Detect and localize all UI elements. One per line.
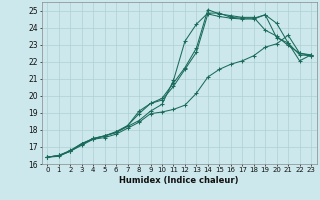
X-axis label: Humidex (Indice chaleur): Humidex (Indice chaleur) bbox=[119, 176, 239, 185]
